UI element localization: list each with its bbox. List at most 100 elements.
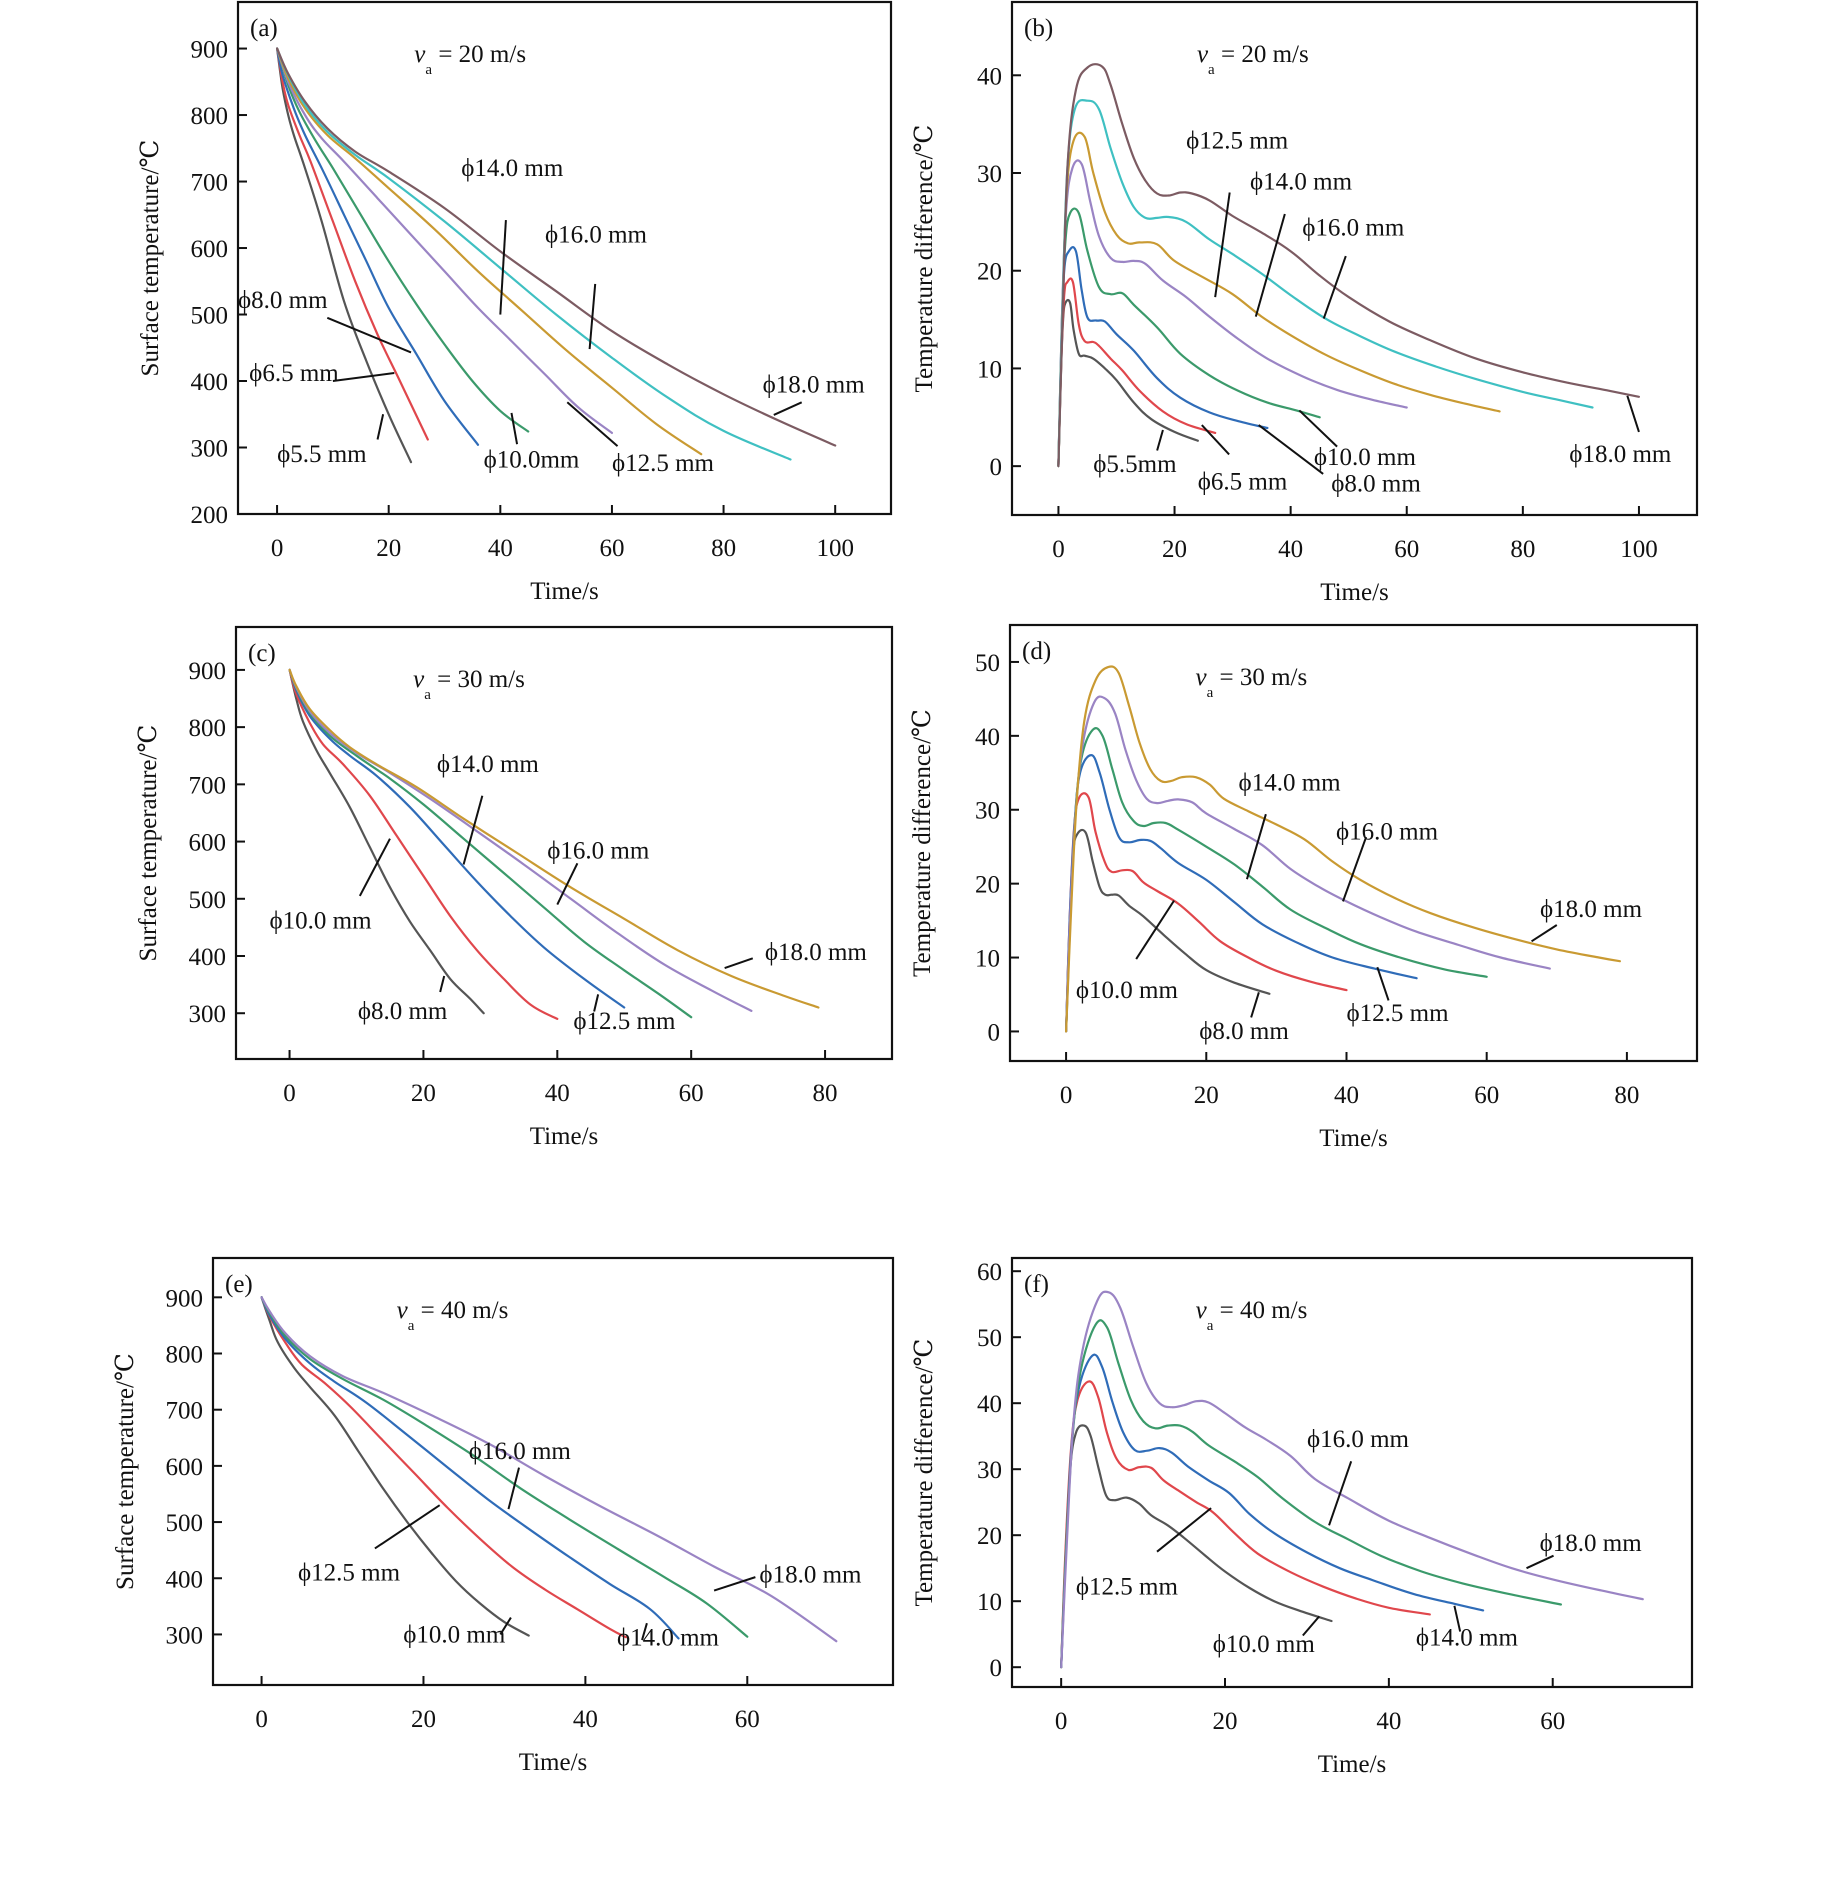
y-axis-label: Surface temperature/℃ — [112, 1353, 139, 1590]
diameter-annotation: ϕ18.0 mm — [759, 1562, 862, 1589]
x-tick-label: 60 — [599, 535, 624, 562]
diameter-annotation: ϕ14.0 mm — [437, 751, 540, 778]
y-axis-label: Surface temperature/℃ — [137, 140, 164, 377]
y-tick-label: 30 — [975, 798, 1000, 825]
y-tick-label: 50 — [977, 1325, 1002, 1352]
diameter-annotation: ϕ16.0 mm — [1336, 818, 1439, 845]
panel-label: (d) — [1022, 638, 1051, 665]
series-line-10_0 — [276, 47, 530, 433]
y-tick-label: 800 — [191, 103, 229, 130]
series-line-12_5 — [260, 1296, 838, 1643]
diameter-annotation: ϕ10.0 mm — [269, 908, 372, 935]
leader-line — [773, 401, 803, 416]
diameter-annotation: ϕ18.0 mm — [1540, 1530, 1643, 1557]
leader-line — [588, 283, 597, 350]
y-tick-label: 10 — [975, 946, 1000, 973]
x-axis-label: Time/s — [1318, 1751, 1387, 1778]
x-tick-label: 20 — [411, 1706, 436, 1733]
y-tick-label: 20 — [977, 259, 1002, 286]
leader-line — [1526, 1554, 1554, 1570]
speed-symbol: v — [414, 41, 426, 68]
speed-subscript: a — [424, 687, 431, 703]
leader-line — [507, 1467, 520, 1510]
y-tick-label: 10 — [977, 1589, 1002, 1616]
leader-line — [724, 957, 754, 969]
y-tick-label: 800 — [189, 715, 227, 742]
y-tick-label: 600 — [166, 1454, 204, 1481]
x-tick-label: 40 — [573, 1706, 598, 1733]
leader-line — [1322, 255, 1347, 319]
diameter-annotation: ϕ10.0 mm — [1076, 977, 1179, 1004]
x-tick-label: 60 — [1394, 536, 1419, 563]
y-tick-label: 700 — [189, 772, 227, 799]
series-line-6_5 — [288, 668, 559, 1020]
x-tick-label: 20 — [1213, 1708, 1238, 1735]
series-group — [276, 47, 837, 464]
y-tick-label: 500 — [189, 887, 227, 914]
leader-line — [1214, 192, 1231, 298]
y-tick-label: 40 — [975, 724, 1000, 751]
y-tick-label: 700 — [166, 1398, 204, 1425]
y-tick-label: 900 — [166, 1285, 204, 1312]
speed-symbol: v — [1195, 664, 1207, 691]
y-tick-label: 500 — [191, 303, 229, 330]
speed-subscript: a — [1207, 1318, 1214, 1334]
diameter-annotation: ϕ16.0 mm — [545, 222, 648, 249]
speed-subscript: a — [408, 1318, 415, 1334]
y-tick-label: 30 — [977, 161, 1002, 188]
speed-subscript: a — [1208, 62, 1215, 78]
diameter-annotation: ϕ16.0 mm — [1307, 1426, 1410, 1453]
diameter-annotation: ϕ18.0 mm — [765, 939, 868, 966]
leader-line — [326, 316, 412, 354]
y-tick-label: 300 — [191, 436, 229, 463]
y-tick-label: 50 — [975, 650, 1000, 677]
panel-label: (c) — [248, 640, 276, 667]
leader-line — [376, 414, 385, 440]
leader-line — [641, 1622, 648, 1641]
y-tick-label: 10 — [977, 356, 1002, 383]
series-line-18_0 — [1057, 63, 1640, 468]
airflow-speed-label: va = 40 m/s — [397, 1297, 509, 1334]
diameter-annotation: ϕ16.0 mm — [1302, 215, 1405, 242]
series-group — [1057, 63, 1640, 468]
leader-line — [499, 1617, 512, 1635]
y-tick-label: 600 — [191, 236, 229, 263]
series-line-16_0 — [276, 47, 792, 461]
x-tick-label: 100 — [1620, 536, 1658, 563]
diameter-annotation: ϕ14.0 mm — [461, 155, 564, 182]
y-tick-label: 40 — [977, 63, 1002, 90]
diameter-annotation: ϕ8.0 mm — [1199, 1018, 1289, 1045]
x-tick-label: 0 — [271, 535, 284, 562]
diameter-annotation: ϕ6.5 mm — [249, 360, 339, 387]
y-tick-label: 600 — [189, 830, 227, 857]
diameter-annotation: ϕ10.0mm — [484, 446, 580, 473]
leader-line — [358, 838, 391, 897]
diameter-annotation: ϕ16.0 mm — [469, 1438, 572, 1465]
x-tick-label: 60 — [679, 1080, 704, 1107]
y-tick-label: 60 — [977, 1259, 1002, 1286]
diameter-annotation: ϕ14.0 mm — [1239, 770, 1342, 797]
speed-subscript: a — [425, 62, 432, 78]
x-tick-label: 40 — [1278, 536, 1303, 563]
x-tick-label: 40 — [1376, 1708, 1401, 1735]
series-line-12_5 — [1060, 1290, 1644, 1669]
x-tick-label: 20 — [376, 535, 401, 562]
leader-line — [713, 1576, 756, 1592]
x-tick-label: 20 — [411, 1080, 436, 1107]
speed-value: = 20 m/s — [432, 41, 526, 68]
diameter-annotation: ϕ18.0 mm — [1569, 441, 1672, 468]
panel-label: (a) — [250, 15, 278, 42]
x-tick-label: 0 — [283, 1080, 296, 1107]
x-axis-label: Time/s — [1319, 1125, 1388, 1152]
x-tick-label: 40 — [488, 535, 513, 562]
diameter-annotation: ϕ6.5 mm — [1198, 469, 1288, 496]
y-axis-label: Temperature difference/℃ — [911, 125, 938, 393]
y-tick-label: 300 — [189, 1001, 227, 1028]
speed-subscript: a — [1207, 685, 1214, 701]
panel-b: 0 20 40 60 80 100 0 10 20 30 40 Time/s Temperature d… — [911, 0, 1699, 606]
diameter-annotation: ϕ10.0 mm — [1314, 444, 1417, 471]
diameter-annotation: ϕ14.0 mm — [1250, 169, 1353, 196]
x-tick-label: 60 — [1540, 1708, 1565, 1735]
speed-symbol: v — [397, 1297, 409, 1324]
leader-line — [1135, 900, 1175, 960]
